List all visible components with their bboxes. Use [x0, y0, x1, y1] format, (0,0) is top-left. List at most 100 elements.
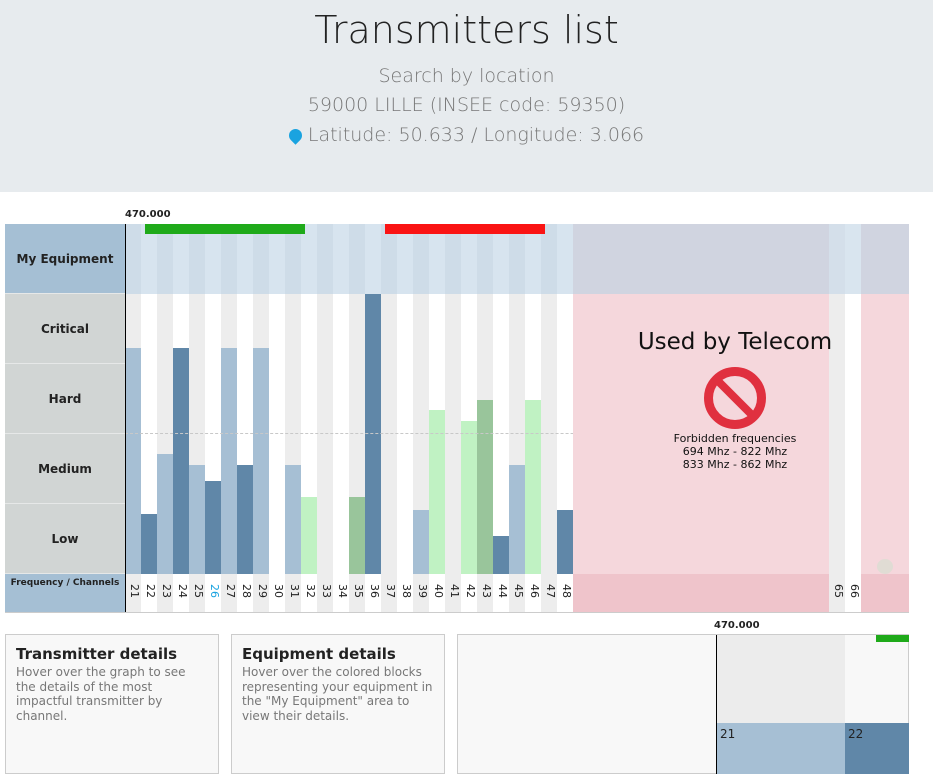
bar-channel-45[interactable] — [509, 464, 525, 574]
minimap[interactable]: 21 22 — [457, 634, 909, 774]
equipment-cell-34 — [333, 224, 349, 294]
transmitter-details-panel: Transmitter details Hover over the graph… — [5, 634, 219, 774]
channel-66-column — [845, 294, 861, 574]
telecom-title: Used by Telecom — [637, 329, 833, 355]
telecom-equipment-zone-2 — [861, 224, 909, 294]
equipment-cell-30 — [269, 224, 285, 294]
equipment-cell-22 — [141, 224, 157, 294]
row-label-medium: Medium — [5, 434, 125, 504]
channel-66-equipment — [845, 224, 861, 294]
equipment-cell-26 — [205, 224, 221, 294]
channel-label-33: 33 — [317, 574, 333, 613]
channel-label-48: 48 — [557, 574, 573, 613]
telecom-info: Forbidden frequencies 694 Mhz - 822 Mhz … — [573, 432, 897, 471]
channel-label-44: 44 — [493, 574, 509, 613]
bar-channel-32[interactable] — [301, 497, 317, 574]
bar-channel-48[interactable] — [557, 509, 573, 574]
channel-column-48 — [557, 294, 573, 574]
telecom-zone-2 — [861, 294, 909, 574]
equipment-details-title: Equipment details — [242, 645, 396, 663]
transmitter-details-title: Transmitter details — [16, 645, 178, 663]
bar-channel-36[interactable] — [365, 294, 381, 574]
channel-label-41: 41 — [445, 574, 461, 613]
channel-label-30: 30 — [269, 574, 285, 613]
minimap-col-21 — [717, 635, 845, 723]
equipment-cell-32 — [301, 224, 317, 294]
marker-dot — [877, 559, 893, 574]
equipment-cell-28 — [237, 224, 253, 294]
equipment-cell-35 — [349, 224, 365, 294]
equipment-cell-36 — [365, 224, 381, 294]
channel-label-35: 35 — [349, 574, 365, 613]
channel-label-40: 40 — [429, 574, 445, 613]
bar-channel-39[interactable] — [413, 509, 429, 574]
equipment-block-1[interactable] — [145, 224, 305, 234]
bar-channel-29[interactable] — [253, 347, 269, 574]
channel-label-46: 46 — [525, 574, 541, 613]
channel-label-28: 28 — [237, 574, 253, 613]
bar-channel-44[interactable] — [493, 536, 509, 574]
bar-channel-27[interactable] — [221, 347, 237, 574]
channel-column-22 — [141, 294, 157, 574]
bar-channel-23[interactable] — [157, 453, 173, 574]
telecom-freq-zone-2 — [861, 574, 909, 613]
channel-label-34: 34 — [333, 574, 349, 613]
channel-column-37 — [381, 294, 397, 574]
channel-label-32: 32 — [301, 574, 317, 613]
medium-threshold-line — [125, 433, 909, 434]
minimap-bar-22[interactable]: 22 — [845, 723, 909, 774]
channel-label-25: 25 — [189, 574, 205, 613]
chart-bottom-border — [5, 612, 909, 613]
channel-65-equipment — [829, 224, 845, 294]
channel-label-45: 45 — [509, 574, 525, 613]
bar-channel-28[interactable] — [237, 464, 253, 574]
forbidden-range-1: 694 Mhz - 822 Mhz — [682, 445, 788, 458]
minimap-start-frequency: 470.000 — [714, 620, 760, 631]
bar-channel-26[interactable] — [205, 480, 221, 574]
equipment-cell-23 — [157, 224, 173, 294]
channel-label-66: 66 — [845, 574, 861, 613]
channel-label-39: 39 — [413, 574, 429, 613]
telecom-zone — [573, 294, 829, 574]
bar-channel-25[interactable] — [189, 464, 205, 574]
equipment-cell-37 — [381, 224, 397, 294]
channel-column-44 — [493, 294, 509, 574]
start-frequency: 470.000 — [125, 209, 171, 220]
minimap-bar-21[interactable]: 21 — [717, 723, 845, 774]
bar-channel-40[interactable] — [429, 410, 445, 574]
row-label-frequency: Frequency / Channels — [5, 574, 125, 613]
channel-column-41 — [445, 294, 461, 574]
equipment-cell-39 — [413, 224, 429, 294]
bar-channel-46[interactable] — [525, 399, 541, 574]
row-label-hard: Hard — [5, 364, 125, 434]
equipment-details-text: Hover over the colored blocks representi… — [242, 665, 433, 723]
equipment-cell-21 — [125, 224, 141, 294]
axis-line — [125, 224, 126, 613]
equipment-cell-24 — [173, 224, 189, 294]
location-pin-icon — [286, 126, 305, 145]
transmitter-details-text: Hover over the graph to see the details … — [16, 665, 186, 723]
minimap-axis — [716, 635, 717, 774]
bar-channel-42[interactable] — [461, 420, 477, 574]
search-by-label: Search by location — [378, 65, 555, 87]
channel-column-30 — [269, 294, 285, 574]
channel-label-27: 27 — [221, 574, 237, 613]
channel-label-29: 29 — [253, 574, 269, 613]
bar-channel-31[interactable] — [285, 464, 301, 574]
channel-column-34 — [333, 294, 349, 574]
equipment-cell-48 — [557, 224, 573, 294]
bar-channel-35[interactable] — [349, 497, 365, 574]
telecom-freq-zone — [573, 574, 829, 613]
equipment-block-2[interactable] — [385, 224, 545, 234]
minimap-equipment-bar[interactable] — [876, 635, 909, 642]
row-label-critical: Critical — [5, 294, 125, 364]
forbidden-icon — [704, 367, 766, 429]
bar-channel-24[interactable] — [173, 347, 189, 574]
channel-label-21: 21 — [125, 574, 141, 613]
channel-label-31: 31 — [285, 574, 301, 613]
channel-label-47: 47 — [541, 574, 557, 613]
bar-channel-43[interactable] — [477, 400, 493, 574]
channel-label-24: 24 — [173, 574, 189, 613]
bar-channel-22[interactable] — [141, 513, 157, 574]
bar-channel-21[interactable] — [125, 347, 141, 574]
